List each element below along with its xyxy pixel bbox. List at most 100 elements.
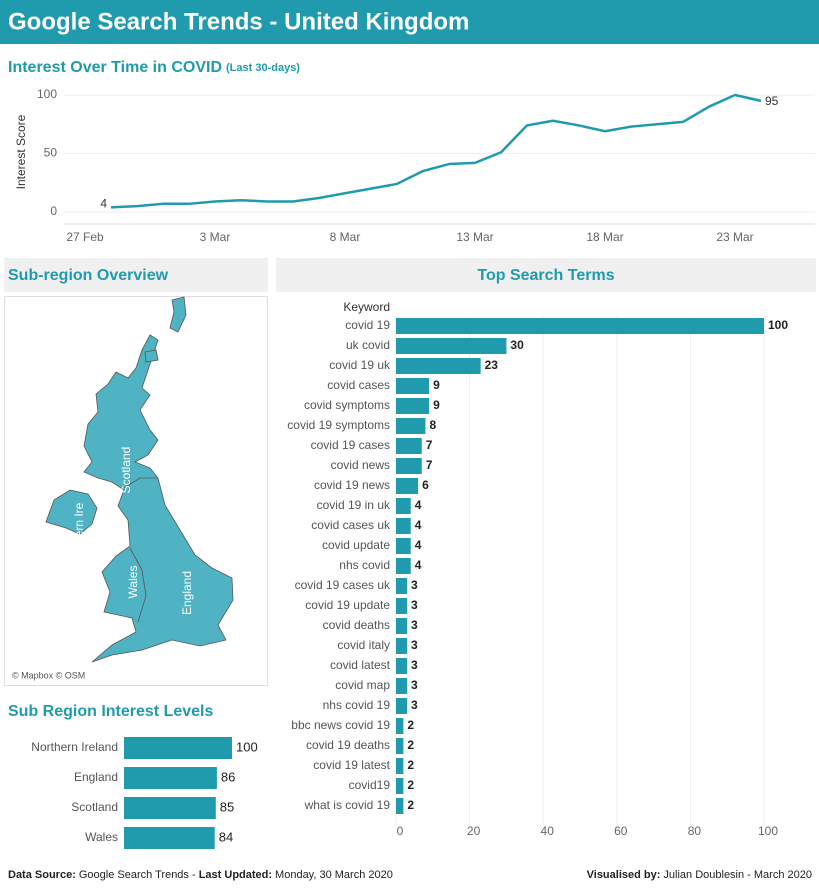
category-label: nhs covid 19 xyxy=(323,698,391,712)
value-label: 3 xyxy=(411,618,418,632)
category-label: covid deaths xyxy=(323,618,390,632)
bar xyxy=(396,378,430,394)
category-label: covid cases xyxy=(327,378,390,392)
value-label: 2 xyxy=(407,758,414,772)
bar xyxy=(396,658,408,674)
map-label: Scotland xyxy=(119,447,133,494)
scotland-border xyxy=(123,477,158,489)
bar xyxy=(396,538,411,554)
map-label: England xyxy=(180,571,194,615)
line-title-main: Interest Over Time in COVID xyxy=(8,59,222,76)
terms-header xyxy=(276,258,816,292)
value-label: 3 xyxy=(411,598,418,612)
orkney xyxy=(144,349,159,363)
x-tick-label: 23 Mar xyxy=(716,230,753,244)
category-label: Scotland xyxy=(71,800,118,814)
bar xyxy=(396,398,430,414)
category-label: covid 19 xyxy=(345,318,390,332)
value-label: 4 xyxy=(415,558,422,572)
category-label: covid 19 deaths xyxy=(306,738,390,752)
value-label: 86 xyxy=(221,769,235,784)
category-label: covid symptoms xyxy=(304,398,390,412)
bar xyxy=(124,827,215,849)
map-label: ern Ire xyxy=(72,502,86,537)
map-attribution: © Mapbox © OSM xyxy=(12,670,85,680)
category-label: covid italy xyxy=(337,638,390,652)
bar xyxy=(396,798,404,814)
value-label: 100 xyxy=(768,318,788,332)
category-label: nhs covid xyxy=(339,558,390,572)
bar xyxy=(396,678,408,694)
data-label: 95 xyxy=(765,94,779,108)
category-label: uk covid xyxy=(346,338,390,352)
category-header: Keyword xyxy=(343,300,390,314)
footer-label: Visualised by: xyxy=(587,869,661,881)
shetland xyxy=(169,296,187,333)
category-label: Wales xyxy=(85,830,118,844)
data-label: 4 xyxy=(100,196,107,210)
footer-text: Monday, 30 March 2020 xyxy=(275,869,393,881)
value-label: 8 xyxy=(429,418,436,432)
y-tick-label: 0 xyxy=(50,204,57,218)
bar xyxy=(124,767,217,789)
x-tick-label: 8 Mar xyxy=(330,230,361,244)
value-label: 3 xyxy=(411,698,418,712)
y-tick-label: 100 xyxy=(37,87,57,101)
bar xyxy=(396,598,408,614)
category-label: covid 19 cases xyxy=(311,438,390,452)
map xyxy=(45,296,234,663)
bar xyxy=(396,638,408,654)
value-label: 100 xyxy=(236,739,258,754)
line-series xyxy=(110,93,762,209)
bar xyxy=(396,358,481,374)
value-label: 9 xyxy=(433,378,440,392)
value-label: 9 xyxy=(433,398,440,412)
bar xyxy=(396,338,507,354)
x-tick-label: 20 xyxy=(467,824,481,838)
category-label: covid 19 in uk xyxy=(317,498,391,512)
map-header xyxy=(4,258,268,292)
x-tick-label: 27 Feb xyxy=(66,230,104,244)
bar xyxy=(124,737,232,759)
x-tick-label: 0 xyxy=(397,824,404,838)
value-label: 7 xyxy=(426,438,433,452)
bar xyxy=(396,498,411,514)
category-label: covid cases uk xyxy=(311,518,391,532)
footer-left: Data Source: Google Search Trends - Last … xyxy=(8,869,393,881)
y-tick-label: 50 xyxy=(44,146,58,160)
value-label: 3 xyxy=(411,658,418,672)
x-tick-label: 13 Mar xyxy=(456,230,493,244)
footer-right: Visualised by: Julian Doublesin - March 2… xyxy=(587,869,812,881)
x-tick-label: 80 xyxy=(688,824,702,838)
bar xyxy=(396,318,764,334)
footer-text: Google Search Trends - xyxy=(79,869,199,881)
page-title: Google Search Trends - United Kingdom xyxy=(8,8,469,35)
footer-label: Last Updated: xyxy=(199,869,272,881)
value-label: 30 xyxy=(510,338,524,352)
category-label: covid latest xyxy=(330,658,391,672)
y-axis-label: Interest Score xyxy=(14,114,28,189)
category-label: Northern Ireland xyxy=(31,740,118,754)
footer-text: Julian Doublesin - March 2020 xyxy=(663,869,812,881)
value-label: 2 xyxy=(407,778,414,792)
bar xyxy=(396,558,411,574)
value-label: 4 xyxy=(415,498,422,512)
value-label: 84 xyxy=(219,829,233,844)
bar xyxy=(396,458,422,474)
region-title: Sub Region Interest Levels xyxy=(8,703,213,720)
value-label: 6 xyxy=(422,478,429,492)
bar xyxy=(396,418,426,434)
line-title: Interest Over Time in COVID (Last 30-days… xyxy=(8,59,300,76)
great-britain xyxy=(83,334,234,663)
category-label: bbc news covid 19 xyxy=(291,718,390,732)
value-label: 23 xyxy=(485,358,499,372)
category-label: covid 19 symptoms xyxy=(287,418,390,432)
header-band xyxy=(0,0,819,44)
x-tick-label: 3 Mar xyxy=(200,230,231,244)
bar xyxy=(396,778,404,794)
bar xyxy=(396,718,404,734)
value-label: 85 xyxy=(220,799,234,814)
value-label: 4 xyxy=(415,518,422,532)
x-tick-label: 100 xyxy=(758,824,778,838)
category-label: covid news xyxy=(331,458,390,472)
